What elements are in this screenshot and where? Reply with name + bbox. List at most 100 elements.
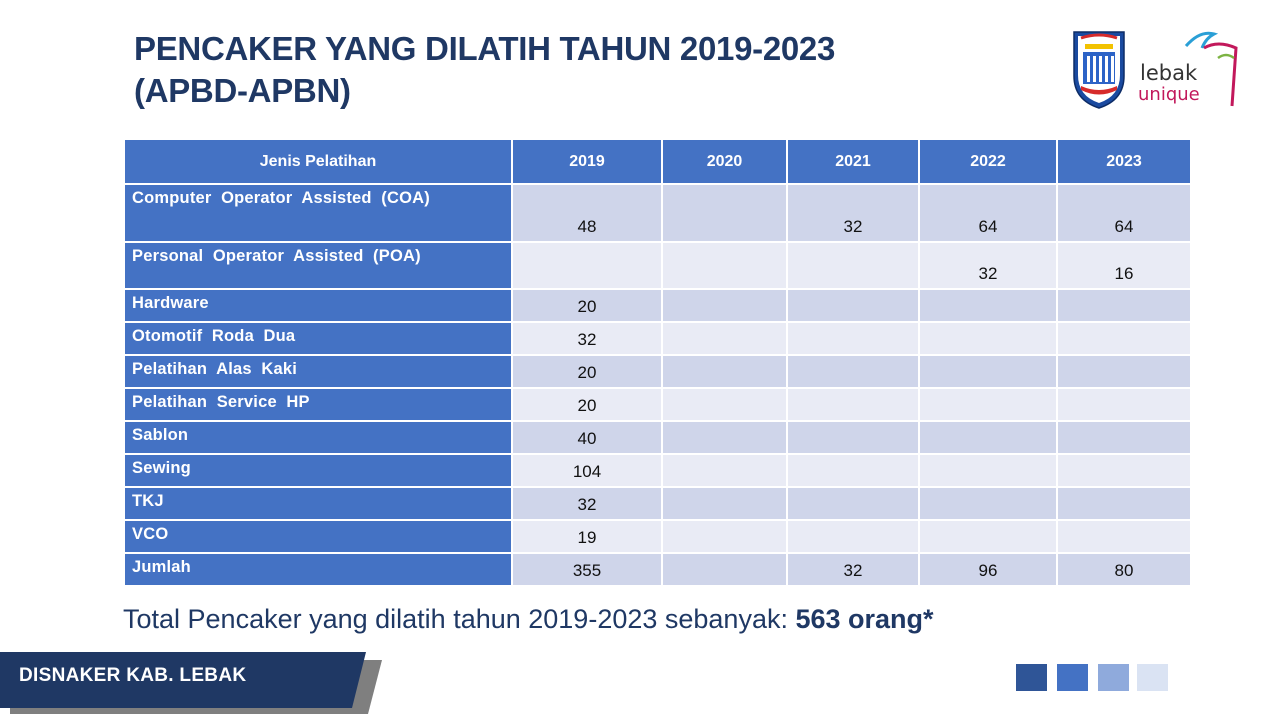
lebak-unique-logo-icon: lebak unique <box>1138 31 1238 107</box>
footer-banner <box>0 652 382 714</box>
table-row: Hardware 20 <box>123 288 1192 323</box>
row-label: Pelatihan Alas Kaki <box>123 354 513 389</box>
cell-2021 <box>786 420 920 455</box>
table-header-row: Jenis Pelatihan 2019 2020 2021 2022 2023 <box>123 138 1192 185</box>
row-label: Computer Operator Assisted (COA) <box>123 183 513 243</box>
row-label: Sablon <box>123 420 513 455</box>
logo-group: lebak unique <box>1073 31 1238 109</box>
cell-2023: 16 <box>1056 241 1192 290</box>
cell-2023 <box>1056 453 1192 488</box>
row-label: Hardware <box>123 288 513 323</box>
table-row: TKJ 32 <box>123 486 1192 521</box>
table-total-row: Jumlah 355 32 96 80 <box>123 552 1192 587</box>
cell-2021: 32 <box>786 552 920 587</box>
header-jenis-pelatihan: Jenis Pelatihan <box>123 138 513 185</box>
cell-2020 <box>661 183 788 243</box>
cell-2020 <box>661 288 788 323</box>
header-2023: 2023 <box>1056 138 1192 185</box>
cell-2022 <box>918 321 1058 356</box>
cell-2023 <box>1056 321 1192 356</box>
row-label: Pelatihan Service HP <box>123 387 513 422</box>
cell-2019: 20 <box>511 387 663 422</box>
cell-2022 <box>918 486 1058 521</box>
cell-2023 <box>1056 486 1192 521</box>
row-label: TKJ <box>123 486 513 521</box>
footer-square-1 <box>1016 664 1047 691</box>
svg-text:lebak: lebak <box>1140 61 1198 85</box>
cell-2019: 32 <box>511 486 663 521</box>
cell-2022: 64 <box>918 183 1058 243</box>
row-label: Jumlah <box>123 552 513 587</box>
cell-2021 <box>786 453 920 488</box>
table-row: Pelatihan Service HP 20 <box>123 387 1192 422</box>
row-label: Otomotif Roda Dua <box>123 321 513 356</box>
cell-2021 <box>786 321 920 356</box>
cell-2023: 64 <box>1056 183 1192 243</box>
kabupaten-emblem-icon <box>1073 31 1125 109</box>
cell-2019: 20 <box>511 354 663 389</box>
cell-2021 <box>786 354 920 389</box>
cell-2020 <box>661 519 788 554</box>
cell-2021 <box>786 288 920 323</box>
cell-2019: 20 <box>511 288 663 323</box>
cell-2019: 104 <box>511 453 663 488</box>
cell-2019: 40 <box>511 420 663 455</box>
svg-text:unique: unique <box>1138 84 1200 105</box>
cell-2020 <box>661 552 788 587</box>
table-row: Computer Operator Assisted (COA) 48 32 6… <box>123 183 1192 243</box>
footer-square-2 <box>1057 664 1088 691</box>
cell-2020 <box>661 486 788 521</box>
cell-2019: 48 <box>511 183 663 243</box>
slide-title: PENCAKER YANG DILATIH TAHUN 2019-2023 (A… <box>134 28 835 112</box>
row-label: VCO <box>123 519 513 554</box>
cell-2019: 19 <box>511 519 663 554</box>
header-2020: 2020 <box>661 138 788 185</box>
cell-2022 <box>918 519 1058 554</box>
cell-2019 <box>511 241 663 290</box>
row-label: Sewing <box>123 453 513 488</box>
cell-2022: 32 <box>918 241 1058 290</box>
cell-2019: 32 <box>511 321 663 356</box>
table-row: Sablon 40 <box>123 420 1192 455</box>
header-2019: 2019 <box>511 138 663 185</box>
cell-2022: 96 <box>918 552 1058 587</box>
cell-2023 <box>1056 354 1192 389</box>
title-line-1: PENCAKER YANG DILATIH TAHUN 2019-2023 <box>134 30 836 67</box>
cell-2023 <box>1056 387 1192 422</box>
cell-2021 <box>786 486 920 521</box>
header-2021: 2021 <box>786 138 920 185</box>
footer-square-3 <box>1098 664 1129 691</box>
cell-2020 <box>661 241 788 290</box>
table-row: Pelatihan Alas Kaki 20 <box>123 354 1192 389</box>
footer-label: DISNAKER KAB. LEBAK <box>19 665 247 686</box>
cell-2021: 32 <box>786 183 920 243</box>
total-value: 563 orang* <box>795 604 934 634</box>
cell-2020 <box>661 420 788 455</box>
cell-2023 <box>1056 420 1192 455</box>
cell-2022 <box>918 387 1058 422</box>
cell-2022 <box>918 288 1058 323</box>
header-2022: 2022 <box>918 138 1058 185</box>
cell-2020 <box>661 387 788 422</box>
table-row: Personal Operator Assisted (POA) 32 16 <box>123 241 1192 290</box>
total-text: Total Pencaker yang dilatih tahun 2019-2… <box>123 604 796 634</box>
total-summary: Total Pencaker yang dilatih tahun 2019-2… <box>123 604 934 635</box>
table-row: Otomotif Roda Dua 32 <box>123 321 1192 356</box>
cell-2020 <box>661 321 788 356</box>
training-table: Jenis Pelatihan 2019 2020 2021 2022 2023… <box>123 138 1192 587</box>
cell-2019: 355 <box>511 552 663 587</box>
row-label: Personal Operator Assisted (POA) <box>123 241 513 290</box>
cell-2021 <box>786 241 920 290</box>
title-line-2: (APBD-APBN) <box>134 72 351 109</box>
cell-2023 <box>1056 288 1192 323</box>
cell-2020 <box>661 354 788 389</box>
footer-square-4 <box>1137 664 1168 691</box>
cell-2022 <box>918 354 1058 389</box>
cell-2022 <box>918 453 1058 488</box>
cell-2021 <box>786 387 920 422</box>
table-row: Sewing 104 <box>123 453 1192 488</box>
cell-2022 <box>918 420 1058 455</box>
cell-2020 <box>661 453 788 488</box>
cell-2021 <box>786 519 920 554</box>
cell-2023: 80 <box>1056 552 1192 587</box>
